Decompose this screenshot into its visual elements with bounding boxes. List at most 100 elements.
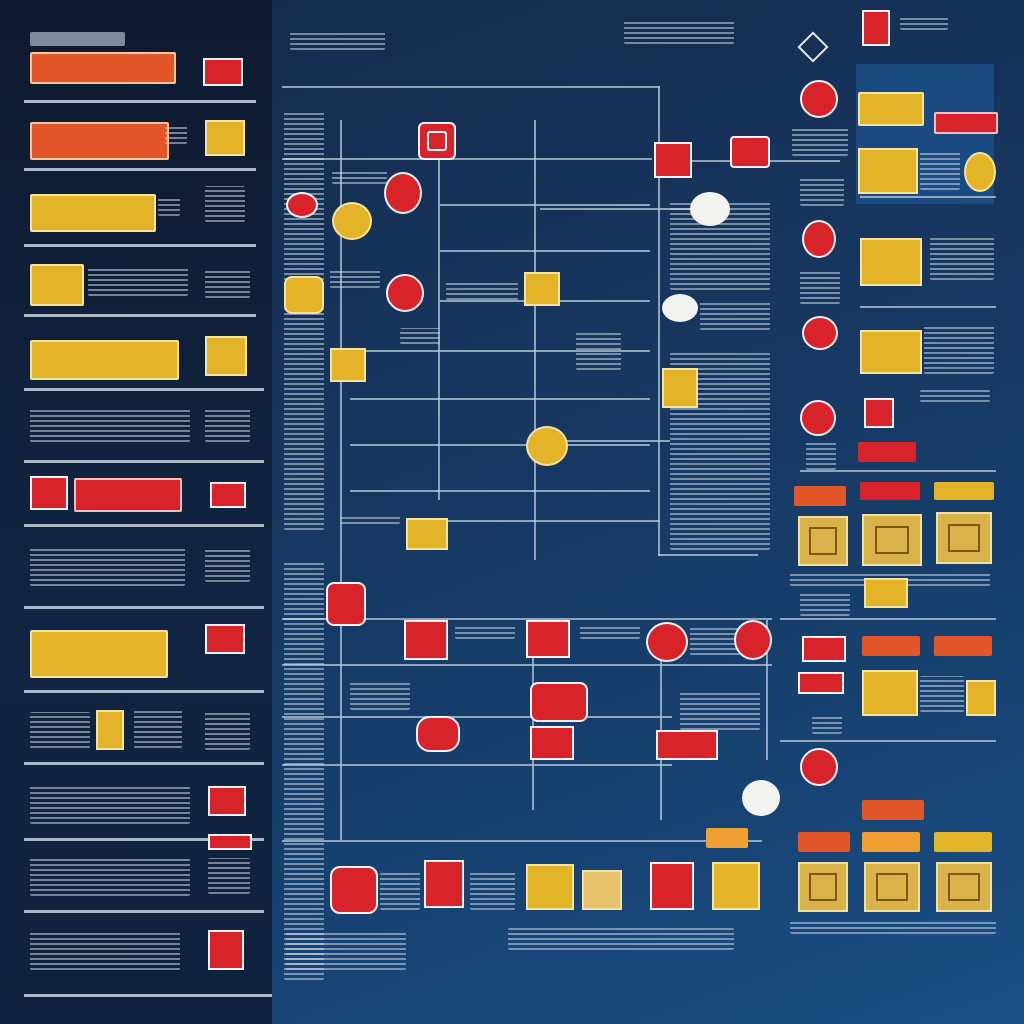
left-row-7-rule — [24, 524, 264, 527]
right-line-3 — [800, 470, 996, 472]
left-row-12-rule — [24, 910, 264, 913]
white-dot-1 — [690, 192, 730, 226]
right-gold-tile-6 — [966, 680, 996, 716]
left-row-1-label — [30, 32, 125, 46]
node-gold-2 — [524, 272, 560, 306]
left-row-9-red-icon — [205, 624, 245, 654]
node-gold-7 — [582, 870, 622, 910]
right-gold-bar-2 — [934, 482, 994, 500]
node-gold-1 — [284, 276, 324, 314]
node-red-3 — [730, 136, 770, 168]
center-label-k — [580, 625, 640, 639]
center-label-i — [576, 330, 621, 370]
right-orange-bar-4 — [798, 832, 850, 852]
left-row-2-bar — [30, 122, 169, 160]
node-red-4 — [326, 582, 366, 626]
right-red-icon-1 — [864, 398, 894, 428]
center-label-a — [332, 170, 387, 184]
right-gold-tile-2 — [860, 238, 922, 286]
left-row-8-bar — [30, 546, 185, 586]
node-gold-circle-2 — [526, 426, 568, 466]
right-line-1 — [860, 196, 996, 198]
right-orange-bar-2 — [862, 636, 920, 656]
connector-3 — [540, 440, 670, 442]
center-label-d — [400, 328, 440, 344]
grid-line-6 — [350, 398, 650, 400]
left-row-5-bar — [30, 340, 179, 380]
node-gold-circle-1 — [332, 202, 372, 240]
left-row-10-glyphs — [30, 712, 90, 748]
node-red-2 — [654, 142, 692, 178]
left-row-5-rule — [24, 388, 264, 391]
diamond-icon — [797, 31, 829, 63]
left-row-4-bar — [30, 264, 84, 306]
node-red-9 — [530, 726, 574, 760]
right-text-12 — [812, 716, 842, 734]
center-footer-text — [508, 928, 734, 950]
left-row-13-rule — [24, 994, 272, 997]
right-footer-text — [790, 920, 996, 934]
node-red-1 — [418, 122, 456, 160]
node-glyph-icon — [426, 130, 448, 152]
grid-line-1 — [282, 158, 652, 160]
right-text-7 — [920, 390, 990, 402]
node-red-11 — [330, 866, 378, 914]
node-red-7 — [530, 682, 588, 722]
top-right-red-icon — [862, 10, 890, 46]
center-label-j — [455, 625, 515, 639]
right-red-bar-2 — [858, 442, 916, 462]
left-row-7-bar — [74, 478, 182, 512]
right-text-11 — [920, 676, 964, 712]
right-text-3 — [800, 176, 844, 206]
right-red-icon-2 — [802, 636, 846, 662]
center-label-b — [330, 270, 380, 288]
grid-line-9 — [282, 618, 772, 620]
left-row-13-glyphs — [30, 930, 180, 970]
left-row-3-glyph — [205, 186, 245, 222]
center-col-text-1 — [284, 110, 324, 530]
grid-line-5 — [350, 350, 650, 352]
grid-line-8 — [350, 490, 650, 492]
right-red-bar-1 — [934, 112, 998, 134]
left-row-3-text — [158, 196, 180, 216]
left-row-1-red-icon — [203, 58, 243, 86]
left-row-11-red-icon — [208, 786, 246, 816]
node-red-circle-4 — [646, 622, 688, 662]
node-red-10 — [656, 730, 718, 760]
right-text-8 — [806, 440, 836, 470]
right-red-bar-4 — [862, 800, 924, 820]
right-gold-circle-1 — [964, 152, 996, 192]
center-label-q — [286, 930, 406, 970]
grid-line-2 — [440, 204, 650, 206]
grid-line-12 — [282, 764, 672, 766]
right-gold-bar-4 — [934, 832, 992, 852]
center-label-m — [350, 680, 410, 710]
top-frame-line — [282, 86, 660, 88]
node-red-5 — [404, 620, 448, 660]
right-red-circle-1 — [800, 80, 838, 118]
left-row-2-gold-icon — [205, 120, 245, 156]
left-row-6-rule — [24, 460, 264, 463]
right-red-circle-4 — [800, 400, 836, 436]
left-row-4-glyph-right — [205, 268, 250, 298]
node-red-circle-5 — [734, 620, 772, 660]
center-label-n — [680, 690, 760, 730]
node-gold-6 — [526, 864, 574, 910]
left-row-9-bar — [30, 630, 168, 678]
orange-bar-center — [706, 828, 748, 848]
trunk-line-a — [340, 120, 342, 840]
center-col-text-2 — [284, 560, 324, 980]
right-gold-bar-3 — [862, 832, 920, 852]
node-gold-4 — [406, 518, 448, 550]
grid-line-11 — [282, 716, 672, 718]
left-row-3-bar — [30, 194, 156, 232]
left-row-11-glyphs — [30, 784, 190, 824]
left-row-2-rule — [24, 168, 256, 171]
node-gold-3 — [330, 348, 366, 382]
node-red-circle-2 — [384, 172, 422, 214]
left-row-10-glyphs-2 — [134, 710, 182, 748]
right-tile-4 — [798, 862, 848, 912]
left-row-1-bar — [30, 52, 176, 84]
left-row-5-gold-icon — [205, 336, 247, 376]
left-row-12-red-icon — [208, 834, 252, 850]
